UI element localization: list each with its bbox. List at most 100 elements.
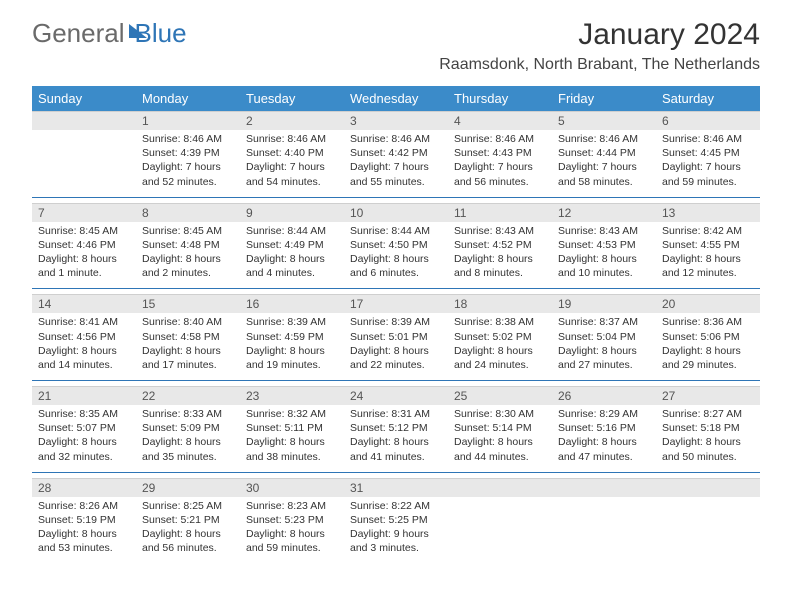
sunrise-text: Sunrise: 8:32 AM <box>246 407 338 421</box>
daylight-text: Daylight: 8 hours and 4 minutes. <box>246 252 338 280</box>
day-num: 1 <box>136 112 240 131</box>
day-cell: Sunrise: 8:35 AMSunset: 5:07 PMDaylight:… <box>32 405 136 472</box>
day-cell: Sunrise: 8:23 AMSunset: 5:23 PMDaylight:… <box>240 497 344 564</box>
calendar-table: Sunday Monday Tuesday Wednesday Thursday… <box>32 86 760 563</box>
week-nums: 14151617181920 <box>32 295 760 314</box>
sunrise-text: Sunrise: 8:46 AM <box>246 132 338 146</box>
sunset-text: Sunset: 4:40 PM <box>246 146 338 160</box>
sunset-text: Sunset: 4:58 PM <box>142 330 234 344</box>
sunrise-text: Sunrise: 8:46 AM <box>454 132 546 146</box>
week-content: Sunrise: 8:45 AMSunset: 4:46 PMDaylight:… <box>32 222 760 289</box>
sunset-text: Sunset: 4:48 PM <box>142 238 234 252</box>
day-cell: Sunrise: 8:46 AMSunset: 4:39 PMDaylight:… <box>136 130 240 197</box>
sunset-text: Sunset: 5:18 PM <box>662 421 754 435</box>
dow-thursday: Thursday <box>448 86 552 112</box>
day-cell: Sunrise: 8:45 AMSunset: 4:48 PMDaylight:… <box>136 222 240 289</box>
day-num: 6 <box>656 112 760 131</box>
sunrise-text: Sunrise: 8:30 AM <box>454 407 546 421</box>
day-num <box>552 478 656 497</box>
day-cell: Sunrise: 8:46 AMSunset: 4:44 PMDaylight:… <box>552 130 656 197</box>
sunrise-text: Sunrise: 8:40 AM <box>142 315 234 329</box>
day-num: 22 <box>136 387 240 406</box>
day-cell: Sunrise: 8:46 AMSunset: 4:40 PMDaylight:… <box>240 130 344 197</box>
daylight-text: Daylight: 8 hours and 19 minutes. <box>246 344 338 372</box>
sunset-text: Sunset: 5:11 PM <box>246 421 338 435</box>
daylight-text: Daylight: 8 hours and 1 minute. <box>38 252 130 280</box>
day-num: 14 <box>32 295 136 314</box>
daylight-text: Daylight: 8 hours and 6 minutes. <box>350 252 442 280</box>
day-cell: Sunrise: 8:22 AMSunset: 5:25 PMDaylight:… <box>344 497 448 564</box>
location-text: Raamsdonk, North Brabant, The Netherland… <box>439 56 760 74</box>
sunset-text: Sunset: 5:19 PM <box>38 513 130 527</box>
sunrise-text: Sunrise: 8:46 AM <box>350 132 442 146</box>
day-num: 24 <box>344 387 448 406</box>
daylight-text: Daylight: 8 hours and 22 minutes. <box>350 344 442 372</box>
daylight-text: Daylight: 9 hours and 3 minutes. <box>350 527 442 555</box>
day-cell: Sunrise: 8:44 AMSunset: 4:50 PMDaylight:… <box>344 222 448 289</box>
dow-wednesday: Wednesday <box>344 86 448 112</box>
day-cell: Sunrise: 8:33 AMSunset: 5:09 PMDaylight:… <box>136 405 240 472</box>
day-num: 4 <box>448 112 552 131</box>
daylight-text: Daylight: 8 hours and 50 minutes. <box>662 435 754 463</box>
daylight-text: Daylight: 8 hours and 17 minutes. <box>142 344 234 372</box>
sunrise-text: Sunrise: 8:36 AM <box>662 315 754 329</box>
sunset-text: Sunset: 4:46 PM <box>38 238 130 252</box>
day-num: 23 <box>240 387 344 406</box>
sunrise-text: Sunrise: 8:43 AM <box>558 224 650 238</box>
sunset-text: Sunset: 4:55 PM <box>662 238 754 252</box>
week-content: Sunrise: 8:46 AMSunset: 4:39 PMDaylight:… <box>32 130 760 197</box>
sunset-text: Sunset: 4:45 PM <box>662 146 754 160</box>
day-cell: Sunrise: 8:29 AMSunset: 5:16 PMDaylight:… <box>552 405 656 472</box>
daylight-text: Daylight: 7 hours and 54 minutes. <box>246 160 338 188</box>
daylight-text: Daylight: 8 hours and 12 minutes. <box>662 252 754 280</box>
sunrise-text: Sunrise: 8:46 AM <box>142 132 234 146</box>
day-num: 13 <box>656 203 760 222</box>
sunset-text: Sunset: 5:06 PM <box>662 330 754 344</box>
sunset-text: Sunset: 5:16 PM <box>558 421 650 435</box>
week-content: Sunrise: 8:41 AMSunset: 4:56 PMDaylight:… <box>32 313 760 380</box>
day-num <box>448 478 552 497</box>
daylight-text: Daylight: 8 hours and 53 minutes. <box>38 527 130 555</box>
day-cell: Sunrise: 8:41 AMSunset: 4:56 PMDaylight:… <box>32 313 136 380</box>
logo-text-general: General <box>32 18 125 49</box>
sunrise-text: Sunrise: 8:29 AM <box>558 407 650 421</box>
day-num: 11 <box>448 203 552 222</box>
sunset-text: Sunset: 5:02 PM <box>454 330 546 344</box>
daylight-text: Daylight: 8 hours and 44 minutes. <box>454 435 546 463</box>
day-num: 31 <box>344 478 448 497</box>
sunrise-text: Sunrise: 8:44 AM <box>246 224 338 238</box>
day-cell: Sunrise: 8:31 AMSunset: 5:12 PMDaylight:… <box>344 405 448 472</box>
sunrise-text: Sunrise: 8:35 AM <box>38 407 130 421</box>
day-cell: Sunrise: 8:46 AMSunset: 4:42 PMDaylight:… <box>344 130 448 197</box>
sunrise-text: Sunrise: 8:25 AM <box>142 499 234 513</box>
day-cell: Sunrise: 8:39 AMSunset: 5:01 PMDaylight:… <box>344 313 448 380</box>
day-num: 16 <box>240 295 344 314</box>
day-num: 28 <box>32 478 136 497</box>
day-cell <box>448 497 552 564</box>
sunset-text: Sunset: 4:53 PM <box>558 238 650 252</box>
day-num: 27 <box>656 387 760 406</box>
day-cell: Sunrise: 8:25 AMSunset: 5:21 PMDaylight:… <box>136 497 240 564</box>
day-cell: Sunrise: 8:44 AMSunset: 4:49 PMDaylight:… <box>240 222 344 289</box>
daylight-text: Daylight: 8 hours and 27 minutes. <box>558 344 650 372</box>
day-cell: Sunrise: 8:42 AMSunset: 4:55 PMDaylight:… <box>656 222 760 289</box>
daylight-text: Daylight: 8 hours and 59 minutes. <box>246 527 338 555</box>
daylight-text: Daylight: 8 hours and 10 minutes. <box>558 252 650 280</box>
sunset-text: Sunset: 4:43 PM <box>454 146 546 160</box>
dow-monday: Monday <box>136 86 240 112</box>
month-title: January 2024 <box>439 18 760 52</box>
day-cell: Sunrise: 8:26 AMSunset: 5:19 PMDaylight:… <box>32 497 136 564</box>
dow-sunday: Sunday <box>32 86 136 112</box>
sunrise-text: Sunrise: 8:45 AM <box>38 224 130 238</box>
day-num: 10 <box>344 203 448 222</box>
sunset-text: Sunset: 5:25 PM <box>350 513 442 527</box>
sunrise-text: Sunrise: 8:31 AM <box>350 407 442 421</box>
sunrise-text: Sunrise: 8:22 AM <box>350 499 442 513</box>
sunset-text: Sunset: 4:50 PM <box>350 238 442 252</box>
daylight-text: Daylight: 8 hours and 38 minutes. <box>246 435 338 463</box>
week-content: Sunrise: 8:35 AMSunset: 5:07 PMDaylight:… <box>32 405 760 472</box>
daylight-text: Daylight: 8 hours and 35 minutes. <box>142 435 234 463</box>
day-cell <box>32 130 136 197</box>
day-num: 19 <box>552 295 656 314</box>
day-cell: Sunrise: 8:43 AMSunset: 4:52 PMDaylight:… <box>448 222 552 289</box>
